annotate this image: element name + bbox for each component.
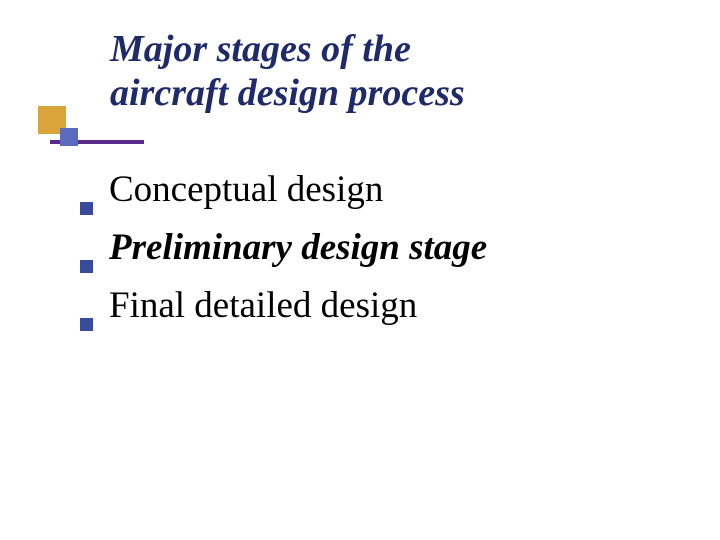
bullet-text: Conceptual design xyxy=(109,165,383,215)
bullet-text: Preliminary design stage xyxy=(109,223,487,273)
accent-graphic xyxy=(38,106,148,156)
list-item: Conceptual design xyxy=(80,165,680,215)
bullet-marker-icon xyxy=(80,260,93,273)
bullet-text: Final detailed design xyxy=(109,281,417,331)
title-line-2: aircraft design process xyxy=(110,72,680,116)
list-item: Preliminary design stage xyxy=(80,223,680,273)
list-item: Final detailed design xyxy=(80,281,680,331)
bullet-list: Conceptual design Preliminary design sta… xyxy=(80,165,680,331)
slide: Major stages of the aircraft design proc… xyxy=(0,0,720,540)
accent-square-blue xyxy=(60,128,78,146)
bullet-marker-icon xyxy=(80,318,93,331)
bullet-marker-icon xyxy=(80,202,93,215)
title-block: Major stages of the aircraft design proc… xyxy=(110,28,680,115)
title-line-1: Major stages of the xyxy=(110,28,680,72)
